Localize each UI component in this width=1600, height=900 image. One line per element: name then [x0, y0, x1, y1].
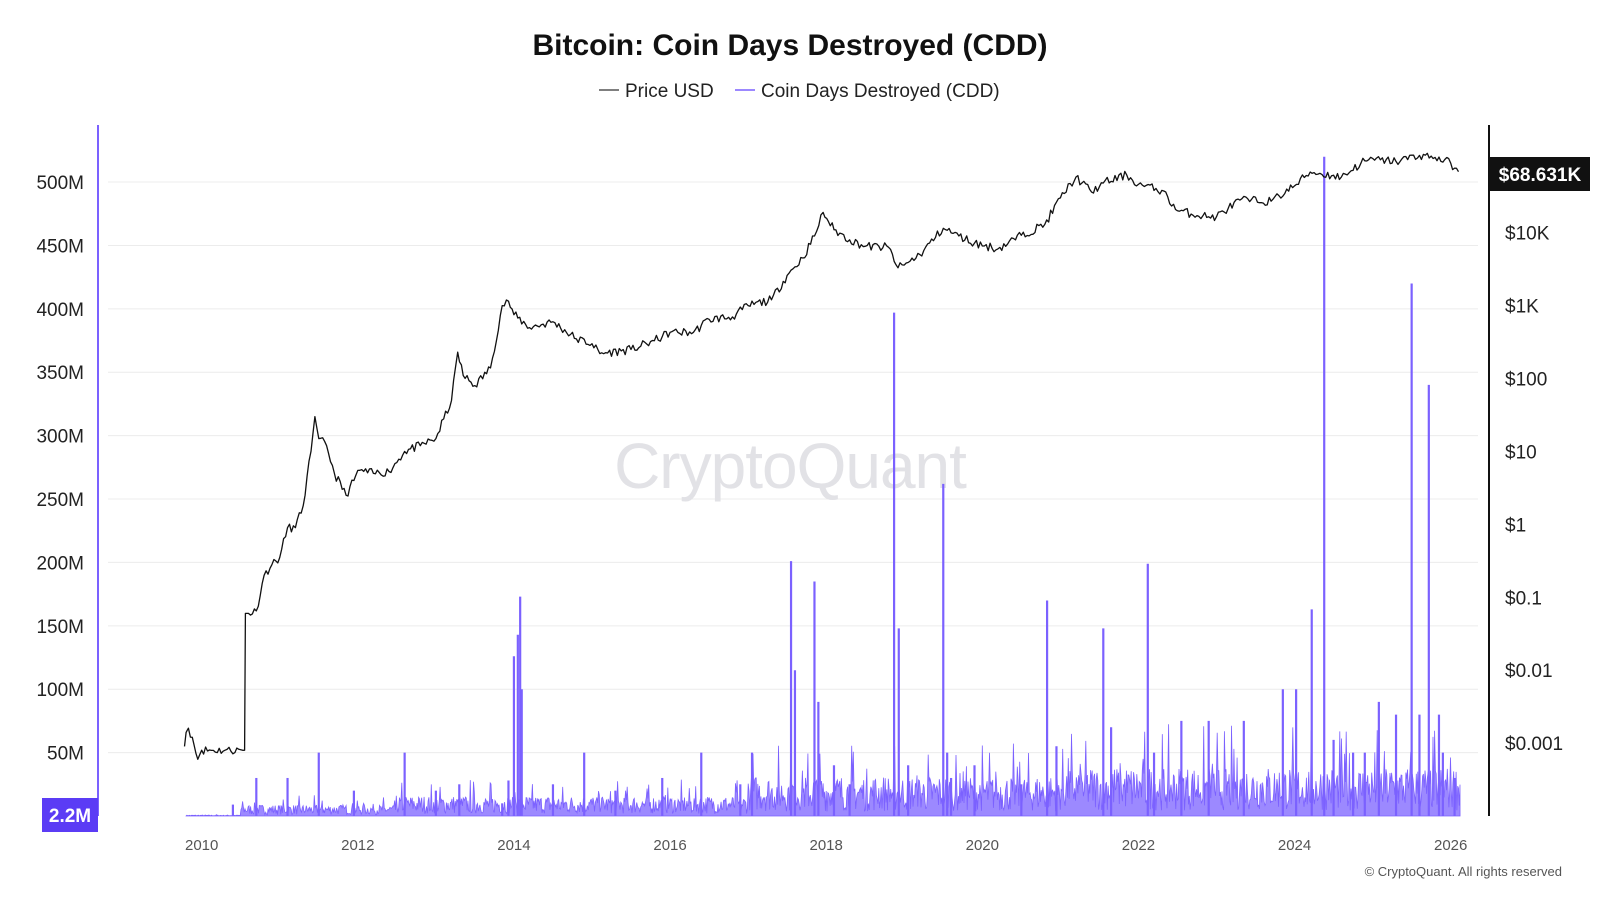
cdd-current-badge: 2.2M	[42, 798, 98, 832]
price-current-badge: $68.631K	[1490, 157, 1590, 191]
right-tick-label: $1K	[1505, 297, 1539, 318]
price-current-value: $68.631K	[1499, 165, 1582, 186]
x-tick-label: 2026	[1434, 837, 1467, 854]
x-tick-label: 2012	[341, 837, 374, 854]
right-tick-label: $10	[1505, 442, 1537, 463]
right-tick-label: $100	[1505, 370, 1547, 391]
left-tick-label: 400M	[36, 300, 84, 321]
chart-title: Bitcoin: Coin Days Destroyed (CDD)	[532, 29, 1047, 62]
price-line	[183, 152, 1460, 760]
price-badge-bg	[1490, 157, 1590, 191]
right-tick-label: $1	[1505, 515, 1526, 536]
right-tick-label: $0.01	[1505, 661, 1553, 682]
left-tick-label: 200M	[36, 553, 84, 574]
x-tick-label: 2024	[1278, 837, 1311, 854]
cdd-current-value: 2.2M	[49, 806, 91, 827]
cdd-badge-bg	[42, 798, 98, 832]
legend-label-price: Price USD	[625, 81, 714, 102]
right-tick-label: $0.001	[1505, 734, 1563, 755]
legend: Price USD Coin Days Destroyed (CDD)	[599, 81, 1000, 102]
left-tick-label: 50M	[47, 744, 84, 765]
legend-item-price[interactable]: Price USD	[599, 81, 714, 102]
x-tick-label: 2020	[966, 837, 999, 854]
grid-lines	[108, 181, 1478, 754]
x-tick-label: 2016	[653, 837, 686, 854]
price-series	[183, 152, 1460, 760]
legend-label-cdd: Coin Days Destroyed (CDD)	[761, 81, 1000, 102]
right-tick-label: $10K	[1505, 224, 1550, 245]
legend-item-cdd[interactable]: Coin Days Destroyed (CDD)	[735, 81, 1000, 102]
left-tick-label: 150M	[36, 617, 84, 638]
left-tick-label: 300M	[36, 427, 84, 448]
right-axis-ticks: $0.001 $0.01 $0.1 $1 $10 $100 $1K $10K	[1505, 224, 1563, 755]
left-axis-ticks: 50M 100M 150M 200M 250M 300M 350M 400M 450M 500M	[36, 173, 84, 765]
left-tick-label: 350M	[36, 363, 84, 384]
x-tick-label: 2014	[497, 837, 530, 854]
left-tick-label: 500M	[36, 173, 84, 194]
copyright-notice: © CryptoQuant. All rights reserved	[1365, 864, 1562, 879]
cdd-series	[185, 156, 1461, 817]
watermark: CryptoQuant	[614, 430, 967, 502]
x-tick-label: 2010	[185, 837, 218, 854]
left-tick-label: 450M	[36, 236, 84, 257]
right-tick-label: $0.1	[1505, 588, 1542, 609]
left-tick-label: 250M	[36, 490, 84, 511]
x-axis-ticks: 2010 2012 2014 2016 2018 2020 2022 2024 2026	[185, 837, 1467, 854]
x-tick-label: 2018	[809, 837, 842, 854]
x-tick-label: 2022	[1122, 837, 1155, 854]
left-tick-label: 100M	[36, 680, 84, 701]
